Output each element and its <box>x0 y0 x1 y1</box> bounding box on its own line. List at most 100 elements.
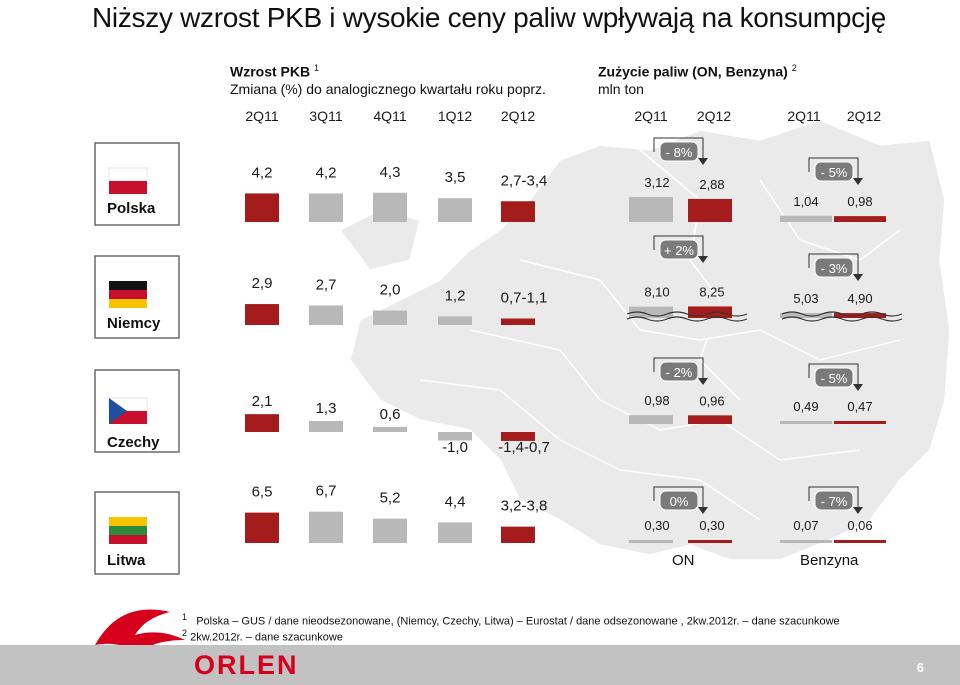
gdp-bar <box>501 526 535 543</box>
gdp-value-label: 2,7-3,4 <box>501 172 548 189</box>
gdp-bar <box>309 305 343 325</box>
fuel-change-arrow-head <box>698 158 708 165</box>
fuel-title-text: Zużycie paliw (ON, Benzyna) <box>598 63 788 80</box>
gdp-value-label: 3,2-3,8 <box>501 498 548 515</box>
gdp-bar <box>501 318 535 325</box>
fuel-change-badge-on-label: + 2% <box>664 243 694 258</box>
country-label-germany: Niemcy <box>107 315 161 332</box>
fuel-change-badge-on <box>659 490 699 511</box>
gdp-category-label: 2Q11 <box>245 108 278 124</box>
fuel-change-badge-on-label: 0% <box>670 494 689 509</box>
fuel-bar-benzyna <box>834 313 886 318</box>
fuel-value-label-benzyna: 5,03 <box>793 291 818 306</box>
gdp-bar <box>501 432 535 441</box>
fuel-change-arrow-line <box>653 137 704 158</box>
fuel-bar-on <box>688 198 732 222</box>
gdp-value-label: 1,2 <box>445 287 466 304</box>
gdp-value-label: 5,2 <box>380 490 401 507</box>
fuel-change-badge-on <box>659 239 699 260</box>
fuel-title-footnote-ref: 2 <box>791 63 797 73</box>
fuel-value-label-on: 0,98 <box>644 393 669 408</box>
fuel-bar-on <box>688 415 732 424</box>
gdp-value-label: 6,7 <box>316 483 337 500</box>
fuel-change-badge-benzyna <box>814 367 854 388</box>
gdp-value-label: 2,9 <box>252 275 273 292</box>
gdp-value-label: -1,0 <box>442 439 468 456</box>
gdp-bar <box>245 414 279 432</box>
country-label-lithuania: Litwa <box>107 552 146 569</box>
fuel-value-label-benzyna: 0,47 <box>847 399 872 414</box>
page-number: 6 <box>916 660 924 675</box>
footnote-1-number: 1 <box>182 612 188 622</box>
fuel-change-badge-benzyna <box>814 161 854 182</box>
gdp-category-label: 4Q11 <box>373 108 406 124</box>
fuel-category-label-on: 2Q12 <box>697 108 731 124</box>
fuel-change-badge-on <box>659 141 699 162</box>
gdp-bar <box>438 316 472 325</box>
footnote-2-text: 2kw.2012r. – dane szacunkowe <box>190 631 343 644</box>
gdp-bar <box>373 518 407 543</box>
gdp-category-label: 3Q11 <box>309 108 342 124</box>
fuel-category-label-on: 2Q11 <box>634 108 667 124</box>
fuel-value-label-on: 2,88 <box>699 177 724 192</box>
fuel-change-badge-benzyna-label: - 7% <box>821 494 848 509</box>
gdp-value-label: -1,4-0,7 <box>498 439 550 456</box>
gdp-value-label: 1,3 <box>316 400 337 417</box>
fuel-change-badge-on-label: - 8% <box>666 145 693 160</box>
gdp-value-label: 6,5 <box>252 484 273 501</box>
gdp-bar <box>309 193 343 222</box>
fuel-bar-benzyna <box>780 215 832 222</box>
country-label-poland: Polska <box>107 200 156 217</box>
footnote-2: 2 2kw.2012r. – dane szacunkowe <box>182 628 343 644</box>
gdp-value-label: 2,0 <box>380 282 401 299</box>
fuel-category-label-benzyna: 2Q11 <box>787 108 820 124</box>
fuel-bar-benzyna <box>834 540 886 543</box>
flag-germany-icon <box>94 255 180 339</box>
fuel-bar-on <box>688 540 732 543</box>
fuel-change-arrow-head <box>853 507 863 514</box>
fuel-change-arrow-line <box>808 157 859 178</box>
fuel-change-badge-benzyna <box>814 257 854 278</box>
country-label-czech: Czechy <box>107 434 160 451</box>
fuel-bar-benzyna <box>834 421 886 424</box>
fuel-value-label-on: 8,10 <box>644 285 669 300</box>
fuel-value-label-benzyna: 0,06 <box>847 518 872 533</box>
fuel-change-badge-benzyna <box>814 490 854 511</box>
fuel-change-arrow-head <box>853 274 863 281</box>
fuel-change-badge-benzyna-label: - 3% <box>821 261 848 276</box>
fuel-bar-on <box>629 540 673 543</box>
fuel-change-arrow-head <box>698 378 708 385</box>
fuel-value-label-on: 0,30 <box>699 518 724 533</box>
fuel-bar-benzyna <box>780 421 832 424</box>
fuel-bar-on <box>629 306 673 318</box>
gdp-value-label: 2,7 <box>316 276 337 293</box>
axis-break-mark <box>626 311 748 317</box>
fuel-category-label-benzyna: 2Q12 <box>847 108 881 124</box>
fuel-group-label-on: ON <box>672 552 695 569</box>
fuel-header-subtitle: mln ton <box>598 81 644 97</box>
fuel-bar-on <box>688 306 732 318</box>
fuel-value-label-benzyna: 4,90 <box>847 291 872 306</box>
fuel-change-badge-on <box>659 361 699 382</box>
fuel-value-label-benzyna: 0,98 <box>847 194 872 209</box>
gdp-bar <box>438 432 472 441</box>
flag-poland-icon <box>94 142 180 226</box>
gdp-category-label: 1Q12 <box>438 108 472 124</box>
gdp-value-label: 0,7-1,1 <box>501 289 548 306</box>
gdp-bar <box>501 201 535 222</box>
gdp-value-label: 4,2 <box>316 164 337 181</box>
gdp-title-text: Wzrost PKB <box>230 63 311 80</box>
page-title: Niższy wzrost PKB i wysokie ceny paliw w… <box>92 2 886 33</box>
fuel-change-arrow-head <box>698 507 708 514</box>
fuel-change-arrow-head <box>698 256 708 263</box>
gdp-bar <box>438 522 472 543</box>
flag-lithuania-icon <box>94 491 180 575</box>
fuel-value-label-benzyna: 1,04 <box>793 194 818 209</box>
gdp-value-label: 4,4 <box>445 493 466 510</box>
fuel-bar-benzyna <box>834 216 886 222</box>
footer-bar <box>0 645 960 685</box>
fuel-value-label-on: 8,25 <box>699 284 724 299</box>
gdp-chart: 2Q11 3Q11 4Q11 1Q12 2Q12 4,2 4,2 4,3 3,5 2,7-3,4 2… <box>245 108 550 543</box>
europe-map-background <box>338 119 951 561</box>
